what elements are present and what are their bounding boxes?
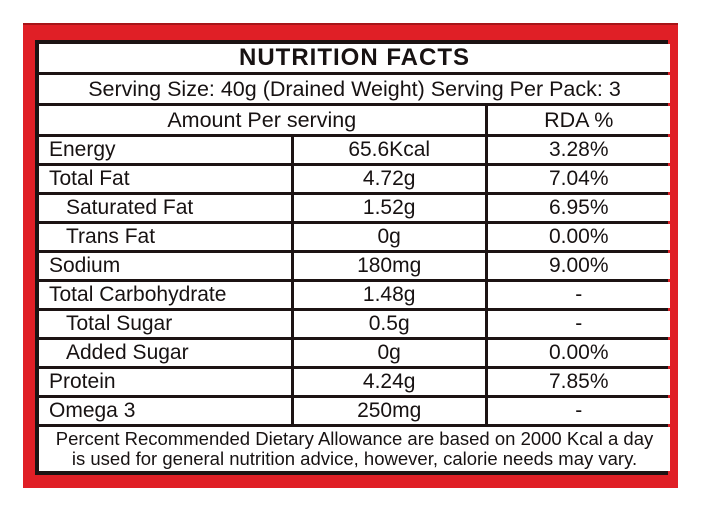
- nutrient-name-total-sugar: Total Sugar: [39, 311, 291, 337]
- nutrient-amount-trans-fat: 0g: [293, 224, 485, 250]
- nutrient-rda-protein: 7.85%: [487, 369, 670, 395]
- serving-info: Serving Size: 40g (Drained Weight) Servi…: [39, 75, 670, 103]
- column-header-amount: Amount Per serving: [39, 106, 485, 134]
- nutrient-amount-protein: 4.24g: [293, 369, 485, 395]
- nutrient-rda-total-carbohydrate: -: [487, 282, 670, 308]
- nutrient-rda-saturated-fat: 6.95%: [487, 195, 670, 221]
- nutrient-rda-energy: 3.28%: [487, 137, 670, 163]
- nutrient-amount-omega-3: 250mg: [293, 398, 485, 424]
- nutrient-amount-added-sugar: 0g: [293, 340, 485, 366]
- nutrient-name-added-sugar: Added Sugar: [39, 340, 291, 366]
- nutrient-amount-energy: 65.6Kcal: [293, 137, 485, 163]
- nutrient-rda-sodium: 9.00%: [487, 253, 670, 279]
- nutrient-name-protein: Protein: [39, 369, 291, 395]
- nutrition-table: NUTRITION FACTS Serving Size: 40g (Drain…: [35, 40, 670, 475]
- nutrient-amount-total-sugar: 0.5g: [293, 311, 485, 337]
- footnote-line-1: Percent Recommended Dietary Allowance ar…: [55, 427, 654, 449]
- nutrient-amount-total-carbohydrate: 1.48g: [293, 282, 485, 308]
- nutrition-facts-label: NUTRITION FACTS Serving Size: 40g (Drain…: [23, 23, 678, 488]
- nutrient-rda-total-fat: 7.04%: [487, 166, 670, 192]
- nutrient-amount-total-fat: 4.72g: [293, 166, 485, 192]
- nutrient-rda-trans-fat: 0.00%: [487, 224, 670, 250]
- nutrient-name-total-carbohydrate: Total Carbohydrate: [39, 282, 291, 308]
- nutrient-amount-sodium: 180mg: [293, 253, 485, 279]
- nutrient-name-trans-fat: Trans Fat: [39, 224, 291, 250]
- nutrient-amount-saturated-fat: 1.52g: [293, 195, 485, 221]
- nutrient-rda-added-sugar: 0.00%: [487, 340, 670, 366]
- nutrient-name-energy: Energy: [39, 137, 291, 163]
- nutrient-name-sodium: Sodium: [39, 253, 291, 279]
- nutrient-name-omega-3: Omega 3: [39, 398, 291, 424]
- nutrient-name-total-fat: Total Fat: [39, 166, 291, 192]
- label-title: NUTRITION FACTS: [39, 44, 670, 72]
- nutrient-rda-omega-3: -: [487, 398, 670, 424]
- column-header-rda: RDA %: [487, 106, 670, 134]
- nutrient-rda-total-sugar: -: [487, 311, 670, 337]
- footnote-line-2: is used for general nutrition advice, ho…: [71, 448, 638, 469]
- footnote: Percent Recommended Dietary Allowance ar…: [39, 427, 670, 471]
- nutrient-name-saturated-fat: Saturated Fat: [39, 195, 291, 221]
